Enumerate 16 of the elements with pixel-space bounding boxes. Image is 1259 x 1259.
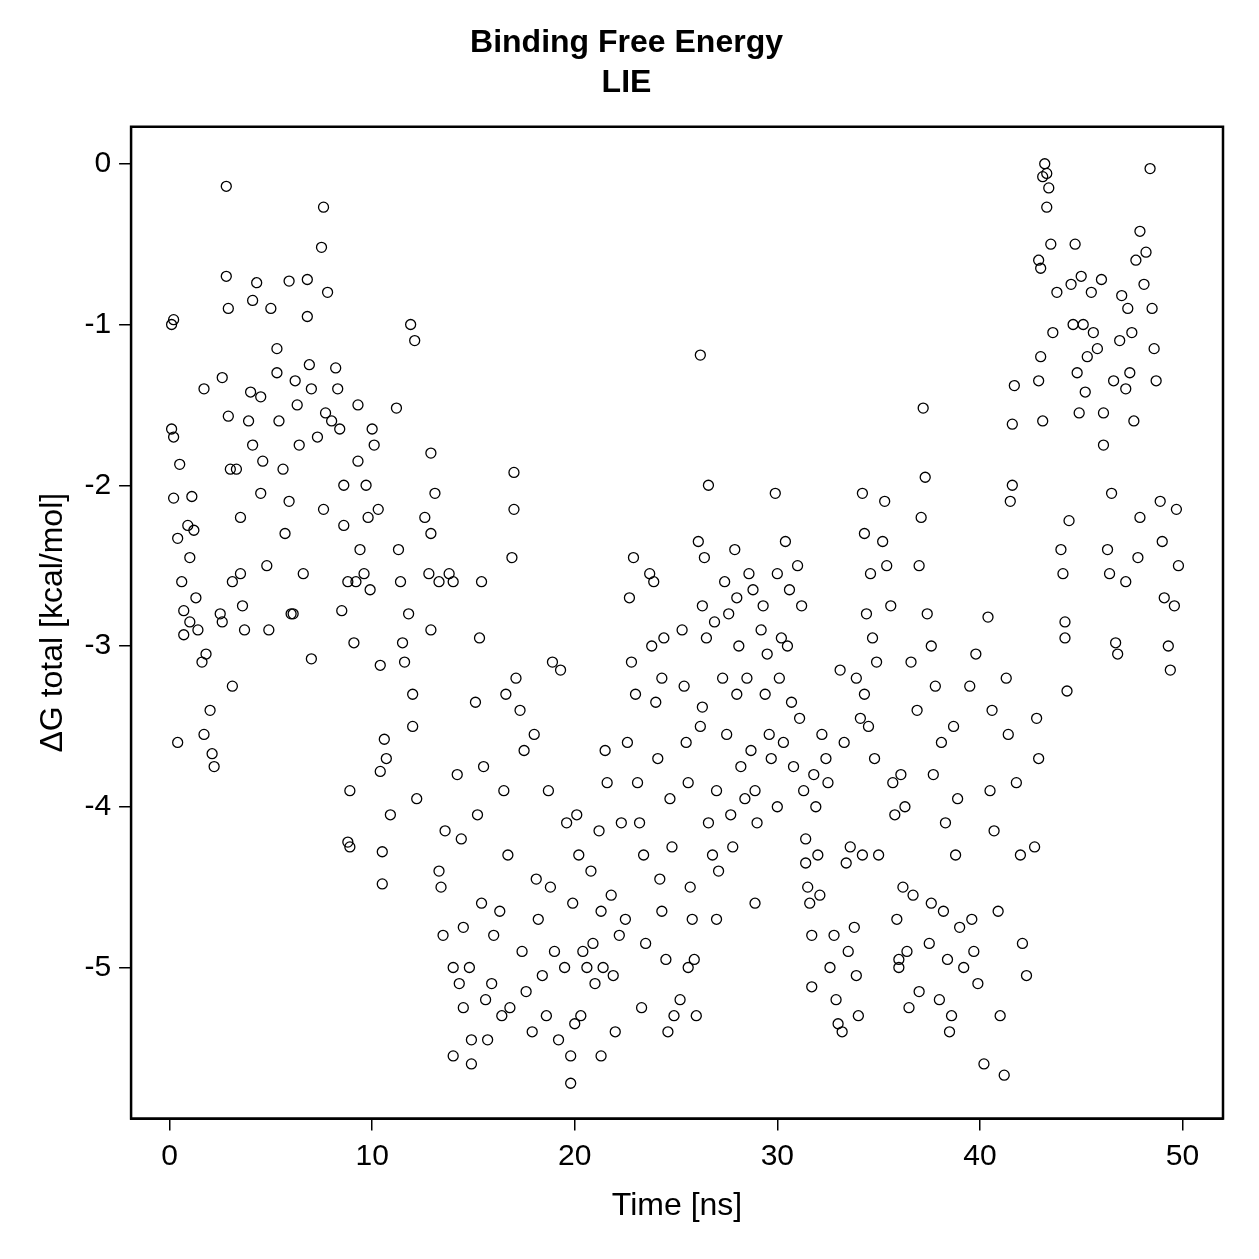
y-tick-label: 0 [94,145,112,179]
x-axis-title: Time [ns] [611,1185,743,1222]
y-tick-label: -2 [84,466,112,500]
chart-title: Binding Free Energy [470,23,784,60]
x-tick-label: 40 [963,1137,997,1171]
x-tick-label: 10 [355,1137,389,1171]
x-tick-label: 50 [1165,1137,1200,1171]
y-axis-title: ΔG total [kcal/mol] [33,492,70,753]
x-tick-label: 30 [760,1137,794,1171]
y-tick-label: -3 [84,627,112,661]
chart-subtitle: LIE [601,63,652,100]
x-tick-label: 20 [558,1137,592,1171]
y-tick-label: -5 [84,948,112,982]
y-tick-label: -1 [84,305,112,339]
x-tick-label: 0 [161,1137,178,1171]
y-tick-label: -4 [84,788,112,822]
